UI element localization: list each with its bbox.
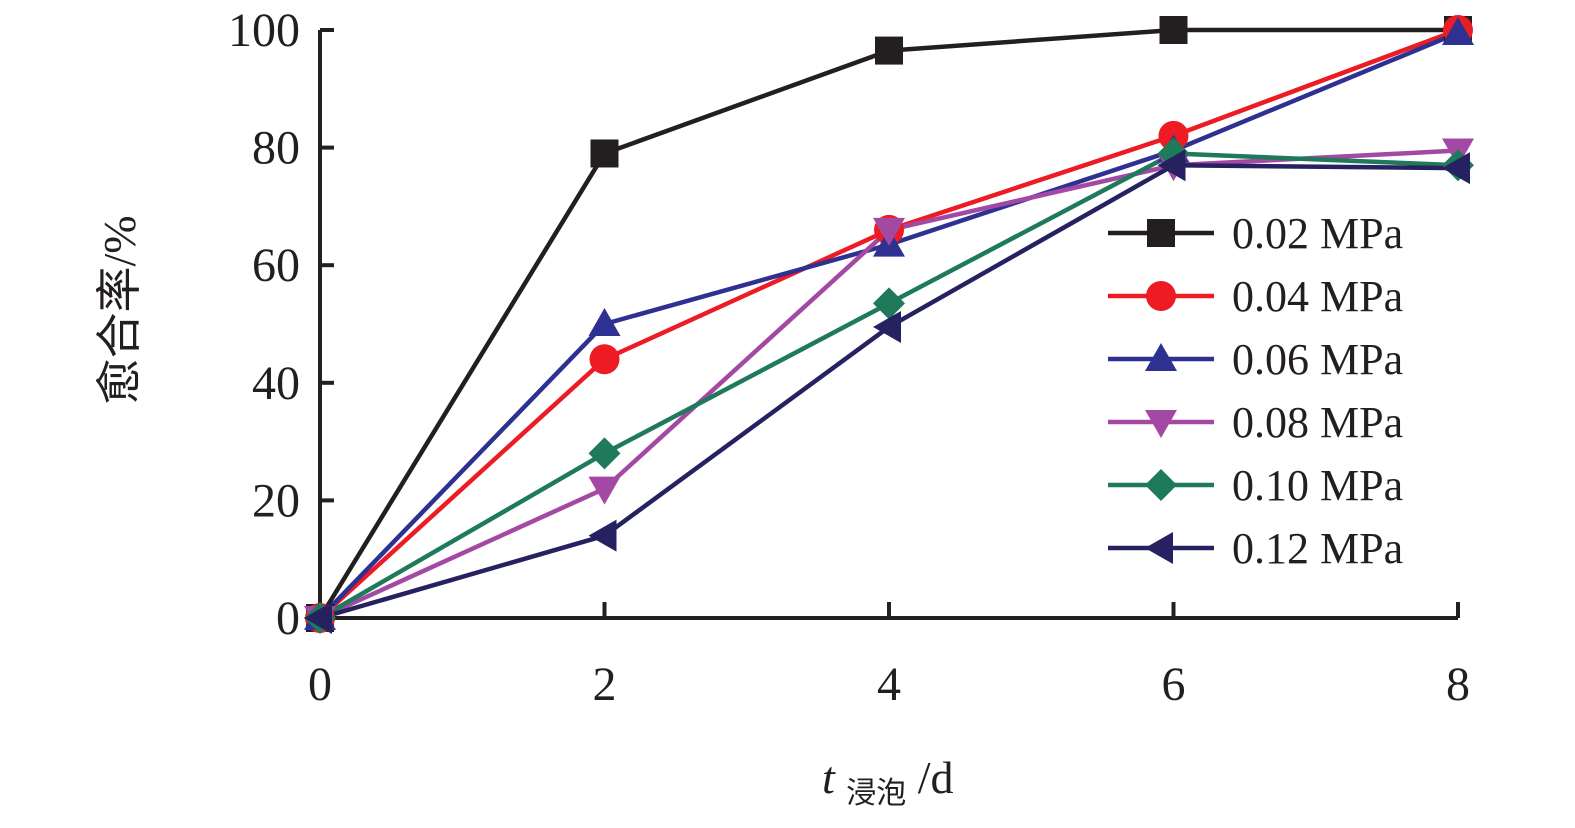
data-point-4-1 xyxy=(588,437,621,470)
x-axis-title-unit: /d xyxy=(918,752,954,803)
y-tick-label: 80 xyxy=(252,122,300,175)
y-tick-label: 60 xyxy=(252,239,300,292)
y-tick-label: 100 xyxy=(228,4,300,57)
x-tick-label: 6 xyxy=(1162,658,1186,711)
legend-label-5: 0.12 MPa xyxy=(1232,524,1403,573)
y-tick-label: 20 xyxy=(252,474,300,527)
legend-marker-2 xyxy=(1145,343,1177,371)
x-axis-title-sub: 浸泡 xyxy=(846,777,906,810)
data-point-5-2 xyxy=(873,310,901,343)
data-point-5-3 xyxy=(1157,149,1186,182)
legend-marker-5 xyxy=(1145,532,1173,564)
y-axis-title: 愈合率/% xyxy=(94,215,145,404)
legend-label-3: 0.08 MPa xyxy=(1232,398,1403,447)
data-point-3-1 xyxy=(588,476,621,505)
x-tick-label: 8 xyxy=(1446,658,1470,711)
legend-marker-1 xyxy=(1146,281,1176,311)
legend-label-0: 0.02 MPa xyxy=(1232,209,1403,258)
x-tick-label: 0 xyxy=(308,658,332,711)
legend-label-4: 0.10 MPa xyxy=(1232,461,1403,510)
data-point-2-4 xyxy=(1442,16,1474,45)
data-point-3-2 xyxy=(873,217,905,246)
legend-marker-3 xyxy=(1145,410,1177,438)
series-markers xyxy=(304,15,1474,634)
legend-label-2: 0.06 MPa xyxy=(1232,335,1403,384)
data-point-2-1 xyxy=(588,308,621,336)
data-point-1-1 xyxy=(589,344,620,375)
x-axis-title-main: t xyxy=(822,752,836,803)
axes: 0 20 40 60 80 100 0 2 4 6 8 xyxy=(228,4,1470,711)
data-point-5-0 xyxy=(304,602,332,634)
legend: 0.02 MPa 0.04 MPa 0.06 MPa 0.08 MPa 0.10 MPa… xyxy=(1108,209,1403,573)
data-point-0-1 xyxy=(590,139,619,168)
x-tick-label: 4 xyxy=(877,658,901,711)
x-tick-label: 2 xyxy=(593,658,617,711)
legend-label-1: 0.04 MPa xyxy=(1232,272,1403,321)
data-point-4-2 xyxy=(873,287,905,320)
data-point-0-3 xyxy=(1159,16,1188,44)
data-point-0-2 xyxy=(875,36,903,65)
legend-marker-4 xyxy=(1145,469,1177,501)
y-tick-label: 0 xyxy=(276,592,300,645)
y-tick-label: 40 xyxy=(252,357,300,410)
data-point-5-1 xyxy=(588,519,617,552)
legend-marker-0 xyxy=(1147,219,1175,247)
x-axis-title: t 浸泡 /d xyxy=(822,752,954,813)
data-point-5-4 xyxy=(1442,152,1470,185)
